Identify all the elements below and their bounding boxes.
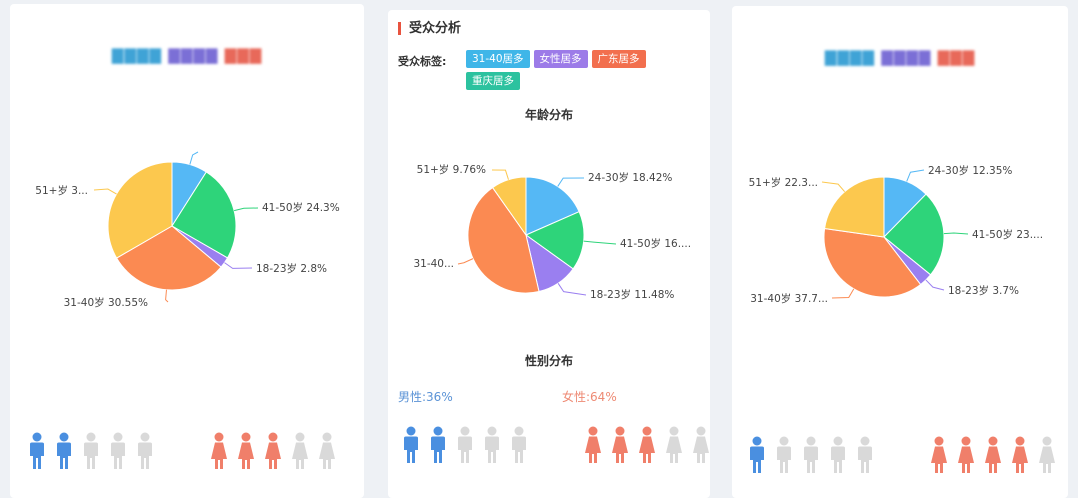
- slice-label: 24-30岁 18.42%: [588, 171, 672, 184]
- leader-line: [189, 151, 199, 165]
- leader-line: [583, 240, 617, 245]
- male-person-icon: [82, 432, 100, 470]
- male-person-icon: [456, 426, 474, 464]
- leader-line: [925, 279, 945, 291]
- female-person-icon: [291, 432, 309, 470]
- audience-tag[interactable]: 广东居多: [591, 50, 646, 68]
- gender-icons: [748, 436, 1056, 474]
- audience-panel-middle: 受众分析 受众标签: 31-40居多 女性居多 广东居多重庆居多 年龄分布 24-3…: [388, 10, 710, 498]
- blurred-title: ▇▇▇▇ ▇▇▇▇ ▇▇▇: [111, 46, 263, 64]
- female-person-icon: [665, 426, 683, 464]
- female-person-icon: [264, 432, 282, 470]
- leader-line: [906, 169, 925, 182]
- female-person-icon: [611, 426, 629, 464]
- pie-slice: [525, 176, 580, 236]
- slice-label: 51+岁 22.3...: [749, 176, 818, 189]
- audience-tag[interactable]: 女性居多: [533, 50, 588, 68]
- female-person-icon: [318, 432, 336, 470]
- slice-label: 41-50岁 23....: [972, 228, 1043, 241]
- slice-label: 41-50岁 16....: [620, 237, 691, 250]
- audience-tag[interactable]: 重庆居多: [466, 72, 520, 90]
- male-person-icon: [136, 432, 154, 470]
- male-person-icon: [775, 436, 793, 474]
- audience-tags: 31-40居多 女性居多 广东居多重庆居多: [466, 50, 666, 90]
- age-pie-chart: 24-30岁 18.42% 41-50岁 16.... 18-23岁 11.48% 3…: [413, 163, 691, 301]
- section-title: 受众分析: [398, 22, 461, 35]
- female-percentage: 女性:64%: [562, 390, 617, 404]
- male-percentage: 男性:36%: [398, 390, 453, 404]
- leader-line: [457, 258, 474, 265]
- male-person-icon: [28, 432, 46, 470]
- male-person-icon: [748, 436, 766, 474]
- male-person-icon: [510, 426, 528, 464]
- slice-label: 51+岁 9.76%: [417, 163, 486, 176]
- leader-line: [821, 181, 846, 193]
- female-person-icon: [1038, 436, 1056, 474]
- leader-line: [93, 188, 117, 195]
- male-person-icon: [429, 426, 447, 464]
- female-person-icon: [210, 432, 228, 470]
- leader-line: [557, 177, 585, 187]
- slice-label: 24-30岁 12.35%: [928, 164, 1012, 177]
- pie-slice: [115, 225, 222, 291]
- pie-slice: [107, 161, 173, 259]
- gender-icons: [28, 432, 336, 470]
- slice-label: 18-23岁 3.7%: [948, 284, 1019, 297]
- leader-line: [224, 262, 253, 269]
- audience-panel-left: ▇▇▇▇ ▇▇▇▇ ▇▇▇ 41-50岁 24.3% 18-23岁 2.8% 31-…: [10, 4, 364, 498]
- leader-line: [831, 288, 855, 299]
- leader-line: [557, 283, 587, 296]
- blurred-title: ▇▇▇▇ ▇▇▇▇ ▇▇▇: [824, 48, 976, 66]
- leader-line: [234, 207, 259, 212]
- audience-panel-right: ▇▇▇▇ ▇▇▇▇ ▇▇▇ 24-30岁 12.35% 41-50岁 23....…: [732, 6, 1068, 498]
- male-person-icon: [829, 436, 847, 474]
- female-person-icon: [957, 436, 975, 474]
- male-person-icon: [109, 432, 127, 470]
- male-person-icon: [402, 426, 420, 464]
- male-person-icon: [802, 436, 820, 474]
- tags-label: 受众标签:: [398, 55, 447, 68]
- leader-line: [165, 289, 169, 303]
- male-person-icon: [483, 426, 501, 464]
- leader-line: [491, 169, 509, 180]
- slice-label: 31-40岁 37.7...: [750, 292, 828, 305]
- slice-label: 31-40岁 30.55%: [64, 296, 148, 309]
- male-person-icon: [55, 432, 73, 470]
- age-pie-chart: 24-30岁 12.35% 41-50岁 23.... 18-23岁 3.7% 31-…: [749, 164, 1043, 305]
- male-person-icon: [856, 436, 874, 474]
- gender-distribution-title: 性别分布: [524, 354, 573, 368]
- female-person-icon: [1011, 436, 1029, 474]
- slice-label: 18-23岁 2.8%: [256, 262, 327, 275]
- leader-line: [943, 232, 969, 235]
- audience-tag[interactable]: 31-40居多: [466, 50, 530, 68]
- female-person-icon: [692, 426, 710, 464]
- pie-slice: [524, 211, 585, 270]
- gender-icons: [402, 426, 710, 464]
- slice-label: 31-40...: [413, 258, 454, 270]
- pie-slice: [883, 193, 945, 276]
- age-pie-chart: 41-50岁 24.3% 18-23岁 2.8% 31-40岁 30.55% 51+岁…: [35, 151, 340, 309]
- female-person-icon: [984, 436, 1002, 474]
- pie-slice: [171, 171, 237, 259]
- slice-label: 18-23岁 11.48%: [590, 288, 674, 301]
- female-person-icon: [930, 436, 948, 474]
- female-person-icon: [584, 426, 602, 464]
- female-person-icon: [638, 426, 656, 464]
- slice-label: 41-50岁 24.3%: [262, 201, 340, 214]
- slice-label: 51+岁 3...: [35, 184, 88, 197]
- female-person-icon: [237, 432, 255, 470]
- pie-slice: [823, 227, 922, 298]
- age-distribution-title: 年龄分布: [524, 108, 573, 122]
- pie-slice: [824, 176, 885, 238]
